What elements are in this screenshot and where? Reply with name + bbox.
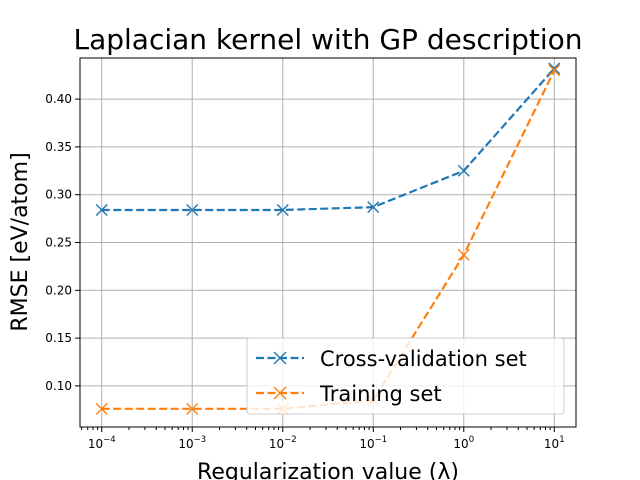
legend-label: Training set: [319, 382, 442, 406]
marker-stroke: [186, 204, 199, 216]
marker-stroke: [548, 64, 561, 77]
y-tick-label: 0.30: [45, 188, 72, 202]
marker-stroke: [95, 402, 108, 415]
data-point: [548, 62, 561, 75]
data-point: [548, 64, 561, 77]
series-line-0: [101, 67, 556, 212]
legend-marker: [273, 351, 287, 365]
legend-box: [246, 337, 565, 415]
marker-stroke: [186, 402, 199, 415]
y-axis-label: RMSE [eV/atom]: [8, 152, 33, 331]
y-tick-label: 0.10: [45, 379, 72, 393]
data-point: [367, 201, 380, 214]
data-point: [276, 204, 289, 216]
x-tick-label: 10−1: [359, 435, 387, 451]
x-axis-label: Regularization value (λ): [197, 460, 459, 480]
marker-stroke: [457, 248, 470, 261]
x-tick-label: 10−4: [88, 435, 116, 451]
marker-stroke: [457, 164, 470, 177]
data-point: [186, 402, 199, 415]
ticks: 10−4 10−3 10−2 10−1 100 101 0.10 0.15 0.20 0.25 0.…: [45, 92, 564, 451]
data-point: [95, 402, 108, 415]
y-tick-label: 0.15: [45, 331, 72, 345]
y-tick-label: 0.25: [45, 236, 72, 250]
y-tick-label: 0.35: [45, 140, 72, 154]
y-tick-label: 0.40: [45, 92, 72, 106]
legend-marker: [273, 386, 287, 400]
y-tick-label: 0.20: [45, 283, 72, 297]
marker-stroke: [548, 62, 561, 75]
chart-title: Laplacian kernel with GP description: [73, 23, 582, 56]
data-point: [95, 204, 108, 216]
legend-label: Cross-validation set: [320, 347, 527, 371]
data-point: [457, 248, 470, 261]
data-point: [186, 204, 199, 216]
x-tick-label: 101: [544, 435, 565, 451]
marker-stroke: [276, 204, 289, 216]
x-tick-label: 100: [453, 435, 474, 451]
marker-stroke: [95, 204, 108, 216]
grid: [80, 58, 576, 427]
x-tick-label: 10−3: [178, 435, 206, 451]
data-point: [457, 164, 470, 177]
x-tick-label: 10−2: [269, 435, 297, 451]
legend: Cross-validation set Training set: [246, 337, 565, 415]
marker-stroke: [367, 201, 380, 214]
